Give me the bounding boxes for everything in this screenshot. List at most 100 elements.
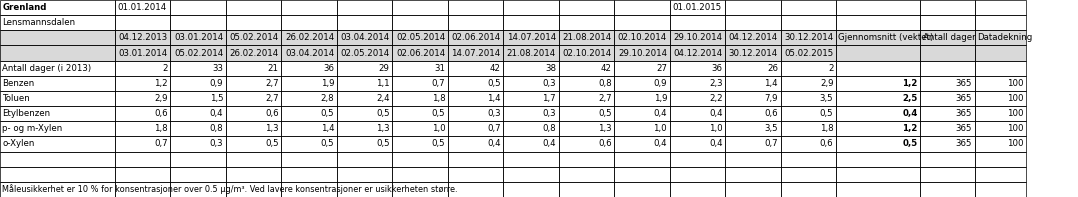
Text: Etylbenzen: Etylbenzen (2, 109, 51, 118)
Bar (447, 46, 503, 61)
Bar (558, 46, 614, 61)
Bar (614, 106, 669, 121)
Bar (975, 30, 1026, 46)
Bar (281, 121, 336, 136)
Bar (837, 30, 921, 46)
Bar (669, 61, 725, 76)
Text: 05.02.2015: 05.02.2015 (785, 48, 833, 58)
Bar (225, 151, 281, 167)
Text: 05.02.2014: 05.02.2014 (230, 33, 279, 42)
Text: 21: 21 (267, 64, 279, 73)
Bar (503, 106, 558, 121)
Bar (780, 182, 837, 197)
Text: 0,3: 0,3 (542, 109, 556, 118)
Bar (921, 91, 975, 106)
Bar (0, 30, 114, 46)
Bar (225, 46, 281, 61)
Bar (225, 121, 281, 136)
Bar (975, 106, 1026, 121)
Bar (725, 15, 780, 30)
Bar (725, 136, 780, 151)
Bar (669, 121, 725, 136)
Bar (0, 106, 114, 121)
Bar (975, 167, 1026, 182)
Text: 05.02.2014: 05.02.2014 (174, 48, 223, 58)
Bar (975, 15, 1026, 30)
Bar (225, 106, 281, 121)
Bar (225, 0, 281, 15)
Text: 0,4: 0,4 (542, 139, 556, 149)
Bar (114, 121, 170, 136)
Bar (725, 121, 780, 136)
Bar (503, 0, 558, 15)
Bar (114, 182, 170, 197)
Text: 1,2: 1,2 (154, 79, 168, 88)
Text: 0,8: 0,8 (542, 124, 556, 133)
Bar (837, 136, 921, 151)
Bar (170, 91, 225, 106)
Text: 0,5: 0,5 (431, 109, 445, 118)
Bar (837, 106, 921, 121)
Bar (725, 106, 780, 121)
Bar (336, 0, 392, 15)
Bar (614, 136, 669, 151)
Bar (336, 0, 392, 15)
Text: 0,6: 0,6 (598, 139, 611, 149)
Text: 0,7: 0,7 (487, 124, 500, 133)
Bar (725, 61, 780, 76)
Bar (170, 151, 225, 167)
Bar (725, 76, 780, 91)
Bar (225, 151, 281, 167)
Bar (170, 46, 225, 61)
Bar (447, 61, 503, 76)
Text: 0,8: 0,8 (209, 124, 223, 133)
Text: 27: 27 (657, 64, 667, 73)
Bar (558, 182, 614, 197)
Bar (336, 121, 392, 136)
Text: 100: 100 (1007, 94, 1024, 103)
Bar (336, 151, 392, 167)
Bar (614, 76, 669, 91)
Bar (975, 15, 1026, 30)
Bar (447, 30, 503, 46)
Bar (170, 121, 225, 136)
Text: 04.12.2013: 04.12.2013 (119, 33, 168, 42)
Bar (225, 15, 281, 30)
Bar (921, 61, 975, 76)
Bar (0, 182, 114, 197)
Bar (336, 76, 392, 91)
Bar (614, 121, 669, 136)
Bar (0, 121, 114, 136)
Bar (780, 15, 837, 30)
Text: 26.02.2014: 26.02.2014 (230, 48, 279, 58)
Bar (503, 46, 558, 61)
Text: 365: 365 (956, 109, 972, 118)
Text: 0,4: 0,4 (209, 109, 223, 118)
Text: 14.07.2014: 14.07.2014 (452, 48, 500, 58)
Bar (114, 91, 170, 106)
Bar (780, 76, 837, 91)
Bar (837, 76, 921, 91)
Bar (725, 136, 780, 151)
Bar (975, 136, 1026, 151)
Bar (837, 91, 921, 106)
Bar (975, 0, 1026, 15)
Bar (0, 167, 114, 182)
Text: 02.10.2014: 02.10.2014 (618, 33, 667, 42)
Text: 1,8: 1,8 (154, 124, 168, 133)
Bar (921, 182, 975, 197)
Bar (281, 182, 336, 197)
Text: 21.08.2014: 21.08.2014 (563, 33, 611, 42)
Text: 0,5: 0,5 (598, 109, 611, 118)
Bar (669, 0, 725, 15)
Bar (503, 106, 558, 121)
Text: 0,7: 0,7 (431, 79, 445, 88)
Bar (0, 182, 114, 197)
Bar (503, 136, 558, 151)
Bar (225, 0, 281, 15)
Text: 2,7: 2,7 (265, 94, 279, 103)
Text: 0,8: 0,8 (598, 79, 611, 88)
Bar (447, 106, 503, 121)
Bar (0, 46, 114, 61)
Bar (725, 76, 780, 91)
